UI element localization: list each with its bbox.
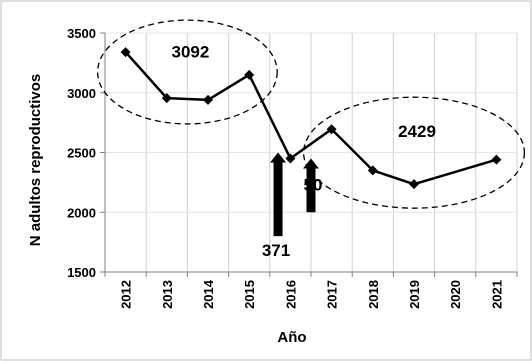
annotations: 3092 2429 371 50 bbox=[96, 19, 526, 260]
data-point bbox=[244, 69, 255, 80]
group-ellipse bbox=[96, 19, 278, 125]
data-point bbox=[367, 165, 378, 176]
y-tick-label: 3500 bbox=[67, 26, 96, 41]
group-label: 2429 bbox=[398, 122, 436, 141]
y-tick-label: 2500 bbox=[67, 146, 96, 161]
data-point bbox=[285, 153, 296, 164]
group-label: 3092 bbox=[171, 42, 209, 61]
arrow-label: 371 bbox=[262, 241, 290, 260]
data-point bbox=[120, 47, 131, 58]
arrow-shaft bbox=[306, 168, 316, 213]
x-tick-label: 2016 bbox=[283, 280, 298, 309]
data-point bbox=[491, 154, 502, 165]
data-point bbox=[326, 124, 337, 135]
y-tick-label: 2000 bbox=[67, 205, 96, 220]
axes: 1500 2000 2500 3000 3500 2012 2013 2014 2015 2016… bbox=[67, 26, 518, 309]
series bbox=[120, 47, 502, 190]
data-point bbox=[161, 93, 172, 104]
group-ellipse bbox=[302, 96, 526, 209]
arrow-shaft bbox=[273, 162, 283, 237]
grid bbox=[105, 32, 518, 273]
arrow-label: 50 bbox=[304, 175, 323, 194]
x-tick-label: 2014 bbox=[201, 279, 216, 309]
y-axis-label: N adultos reproductivos bbox=[27, 74, 44, 247]
x-tick-label: 2017 bbox=[325, 280, 340, 309]
x-tick-label: 2020 bbox=[448, 280, 463, 309]
data-point bbox=[203, 94, 213, 105]
x-tick-label: 2015 bbox=[242, 280, 257, 309]
arrow-head bbox=[270, 152, 287, 163]
x-tick-label: 2012 bbox=[119, 280, 134, 309]
x-tick-label: 2019 bbox=[407, 280, 422, 309]
x-tick-label: 2018 bbox=[366, 280, 381, 309]
data-point bbox=[409, 179, 419, 190]
x-tick-label: 2021 bbox=[489, 280, 504, 309]
x-axis-label: Año bbox=[277, 329, 306, 346]
x-tick-label: 2013 bbox=[160, 280, 175, 309]
y-tick-label: 1500 bbox=[67, 265, 96, 280]
y-tick-label: 3000 bbox=[67, 86, 96, 101]
arrow-head bbox=[303, 158, 319, 169]
